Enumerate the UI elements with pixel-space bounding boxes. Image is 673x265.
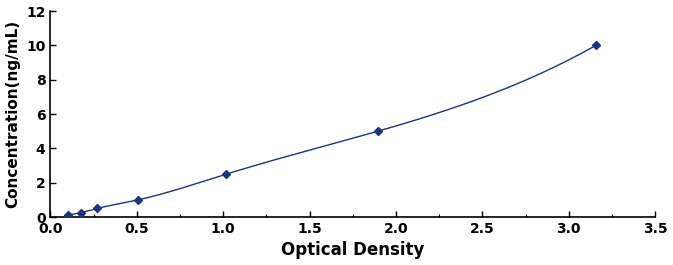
X-axis label: Optical Density: Optical Density xyxy=(281,241,425,259)
Y-axis label: Concentration(ng/mL): Concentration(ng/mL) xyxy=(5,20,21,208)
